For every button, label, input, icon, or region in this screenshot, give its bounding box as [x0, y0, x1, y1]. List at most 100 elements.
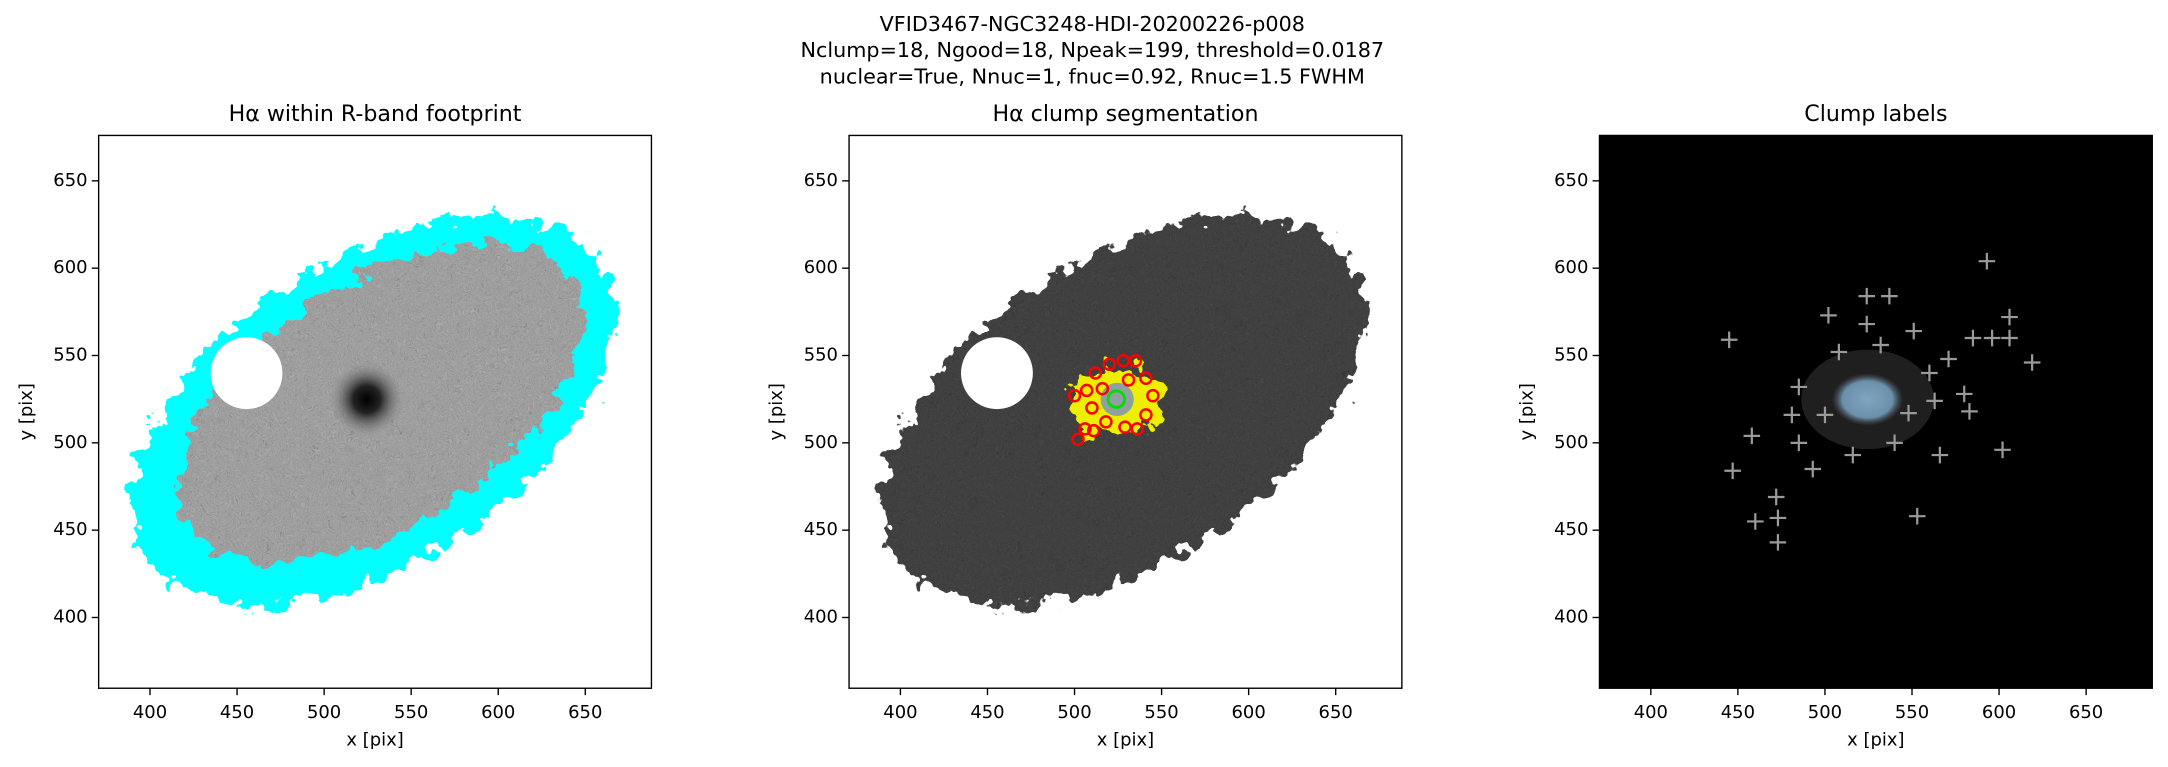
clump-marker	[1088, 366, 1103, 380]
axes-frame	[1598, 134, 2153, 689]
y-tick-label: 650	[53, 170, 87, 191]
clump-marker	[1085, 401, 1099, 415]
clump-marker	[1102, 357, 1117, 372]
clump-marker	[1146, 388, 1160, 403]
clump-label-marker	[1769, 509, 1787, 527]
clump-label-marker	[1790, 434, 1808, 452]
image-panel-1	[131, 215, 616, 606]
x-tick-label: 550	[1895, 702, 1929, 723]
y-tick-label: 550	[1554, 345, 1588, 366]
panel-title: Hα within R-band footprint	[229, 101, 522, 127]
y-axis-label: y [pix]	[766, 383, 787, 440]
y-tick-label: 450	[804, 519, 838, 540]
x-tick-label: 550	[1144, 702, 1178, 723]
clump-label-marker	[1940, 350, 1957, 368]
x-tick-label: 400	[1634, 702, 1668, 723]
x-tick-label: 450	[220, 702, 254, 723]
clump-label-marker	[2001, 329, 2018, 347]
clump-marker	[1139, 408, 1153, 422]
clump-marker	[1116, 353, 1131, 368]
axes-frame	[97, 134, 653, 689]
clump-label-marker	[1790, 378, 1808, 396]
image-panel-2	[882, 215, 1366, 606]
y-tick-label: 600	[1554, 257, 1588, 278]
image-panel-3	[1599, 135, 2153, 689]
y-tick-label: 550	[804, 345, 838, 366]
y-tick-label: 650	[804, 170, 838, 191]
x-tick-label: 600	[1982, 702, 2016, 723]
clump-marker	[1067, 388, 1082, 403]
y-tick-label: 600	[53, 257, 87, 278]
y-axis-label: y [pix]	[16, 383, 37, 440]
y-tick-label: 650	[1554, 170, 1588, 191]
clump-label-marker	[1743, 427, 1761, 445]
y-tick-label: 500	[1554, 432, 1588, 453]
x-tick-label: 500	[1808, 702, 1842, 723]
clump-label-marker	[1720, 331, 1738, 349]
x-tick-label: 500	[1057, 702, 1091, 723]
x-axis-label: x [pix]	[346, 730, 403, 751]
x-tick-label: 550	[394, 702, 428, 723]
y-tick-label: 450	[53, 519, 87, 540]
clump-label-marker	[1858, 315, 1876, 333]
axes-frame	[848, 134, 1403, 689]
y-tick-label: 400	[804, 606, 838, 627]
x-tick-label: 600	[1232, 702, 1266, 723]
panel-title: Hα clump segmentation	[992, 101, 1258, 127]
clump-label-marker	[1724, 462, 1741, 480]
clump-label-marker	[1964, 329, 1982, 347]
y-tick-label: 450	[1554, 519, 1588, 540]
clump-marker	[1139, 371, 1153, 385]
x-tick-label: 650	[2069, 702, 2103, 723]
clump-label-marker	[1926, 392, 1943, 410]
clump-label-marker	[1804, 460, 1822, 478]
clump-label-marker	[1921, 364, 1938, 382]
clump-label-marker	[1886, 434, 1903, 452]
clump-marker	[1078, 422, 1092, 436]
suptitle-line: nuclear=True, Nnuc=1, fnuc=0.92, Rnuc=1.…	[820, 64, 1365, 88]
clump-label-marker	[1872, 336, 1889, 354]
clump-label-marker	[1747, 513, 1764, 530]
x-tick-label: 400	[133, 702, 167, 723]
clump-label-marker	[1783, 406, 1801, 424]
x-tick-label: 450	[970, 702, 1004, 723]
clump-label-marker	[1994, 441, 2011, 459]
clump-label-marker	[1769, 534, 1787, 551]
clump-label-marker	[1961, 403, 1978, 420]
x-axis-label: x [pix]	[1847, 730, 1904, 751]
clump-marker	[1086, 423, 1101, 438]
clump-label-marker	[1844, 446, 1862, 464]
clump-marker	[1079, 383, 1094, 398]
x-tick-label: 500	[307, 702, 341, 723]
clump-label-marker	[2001, 308, 2018, 326]
clump-label-marker	[1830, 343, 1848, 361]
y-tick-label: 400	[1554, 606, 1588, 627]
suptitle: VFID3467-NGC3248-HDI-20200226-p008 Nclum…	[800, 12, 1384, 89]
panel-title: Clump labels	[1804, 101, 1947, 127]
clump-label-marker	[1978, 252, 1996, 270]
x-tick-label: 450	[1721, 702, 1755, 723]
clump-marker	[1118, 420, 1132, 434]
clump-label-marker	[1931, 446, 1949, 464]
x-tick-label: 650	[1319, 702, 1353, 723]
clump-label-marker	[1881, 287, 1898, 305]
suptitle-line: Nclump=18, Ngood=18, Npeak=199, threshol…	[800, 38, 1384, 62]
y-axis-label: y [pix]	[1517, 383, 1538, 440]
clump-label-marker	[1983, 329, 2001, 347]
nucleus-marker	[1106, 389, 1126, 409]
y-tick-label: 400	[53, 606, 87, 627]
clump-label-marker	[1908, 507, 1926, 525]
clump-label-marker	[1820, 307, 1837, 324]
clump-label-marker	[1955, 385, 1973, 403]
clump-label-marker	[1816, 406, 1834, 424]
clump-marker	[1095, 381, 1110, 396]
clump-marker	[1071, 432, 1085, 447]
x-tick-label: 400	[883, 702, 917, 723]
clump-label-marker	[1905, 322, 1923, 340]
x-tick-label: 600	[481, 702, 515, 723]
clump-label-marker	[1900, 404, 1917, 422]
clump-marker	[1121, 373, 1136, 387]
clump-marker	[1130, 422, 1144, 436]
x-tick-label: 650	[568, 702, 602, 723]
